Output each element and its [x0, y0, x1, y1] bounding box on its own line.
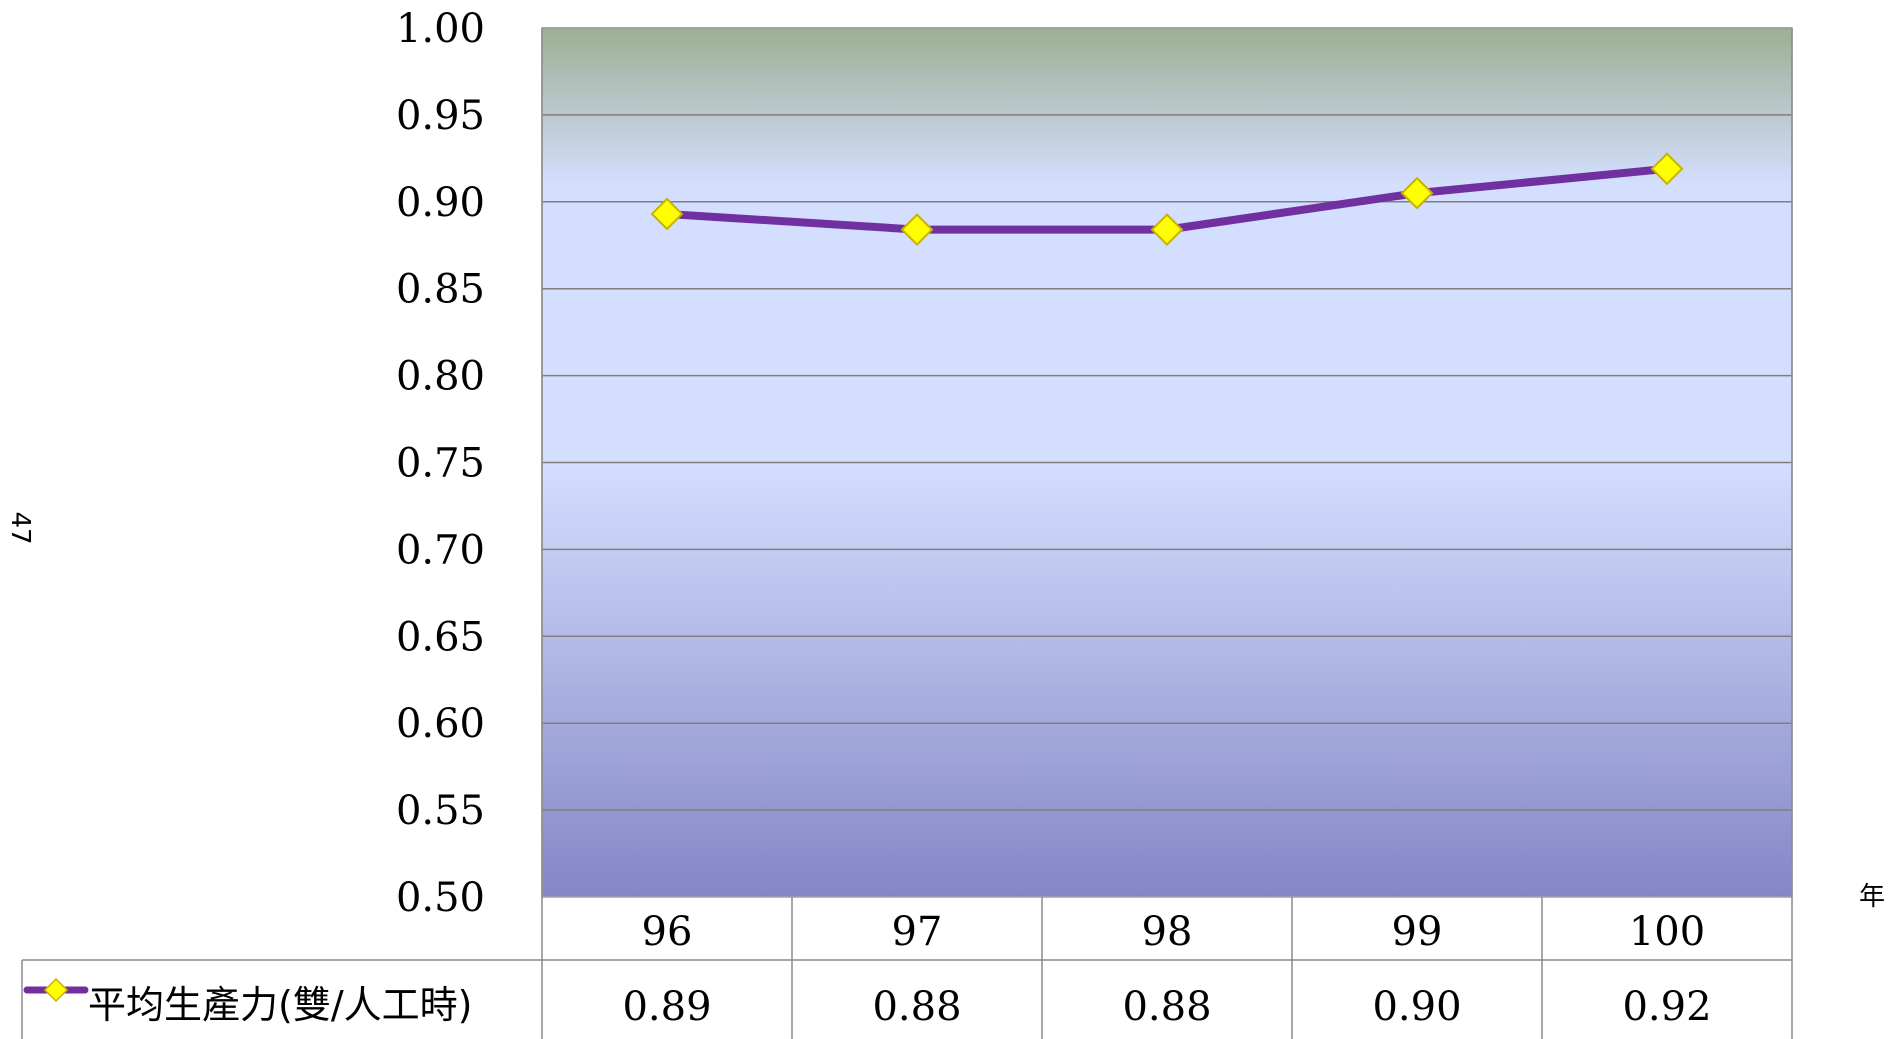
page-number: 47 [5, 511, 35, 544]
legend-label: 平均生產力(雙/人工時) [88, 983, 472, 1027]
y-tick-label: 0.55 [396, 788, 485, 834]
y-tick-label: 0.95 [396, 93, 485, 139]
x-category-label: 99 [1392, 909, 1443, 955]
y-tick-label: 0.75 [396, 441, 485, 487]
data-point [1400, 176, 1434, 210]
x-category-label: 98 [1142, 909, 1193, 955]
x-category-label: 100 [1629, 909, 1705, 955]
x-category-label: 97 [892, 909, 943, 955]
data-point [900, 213, 934, 247]
y-axis-ticks: 0.50 0.55 0.60 0.65 0.70 0.75 0.80 0.85 0.90 0.95… [396, 6, 485, 921]
legend-marker [43, 977, 69, 1003]
table-value: 0.90 [1372, 984, 1461, 1030]
data-point [1150, 213, 1184, 247]
y-tick-label: 0.50 [396, 875, 485, 921]
table-value: 0.89 [622, 984, 711, 1030]
y-tick-label: 0.90 [396, 180, 485, 226]
y-tick-label: 0.65 [396, 614, 485, 660]
table-value: 0.92 [1622, 984, 1711, 1030]
series-line [650, 152, 1684, 247]
data-point [650, 197, 684, 231]
data-table: 96 0.89 97 0.88 98 0.88 99 0.90 100 0.92 平均生產力(雙/人… [21, 28, 1793, 1039]
data-point [1650, 152, 1684, 186]
table-value: 0.88 [872, 984, 961, 1030]
table-value: 0.88 [1122, 984, 1211, 1030]
y-tick-label: 0.70 [396, 527, 485, 573]
x-category-label: 96 [642, 909, 693, 955]
y-tick-label: 0.85 [396, 267, 485, 313]
x-unit-label: 年 [1859, 882, 1885, 912]
y-tick-label: 0.60 [396, 701, 485, 747]
y-tick-label: 1.00 [396, 6, 485, 52]
y-tick-label: 0.80 [396, 354, 485, 400]
